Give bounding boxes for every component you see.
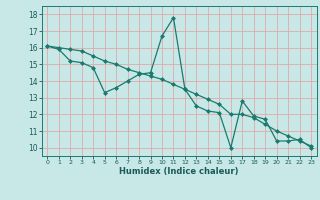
X-axis label: Humidex (Indice chaleur): Humidex (Indice chaleur) — [119, 167, 239, 176]
